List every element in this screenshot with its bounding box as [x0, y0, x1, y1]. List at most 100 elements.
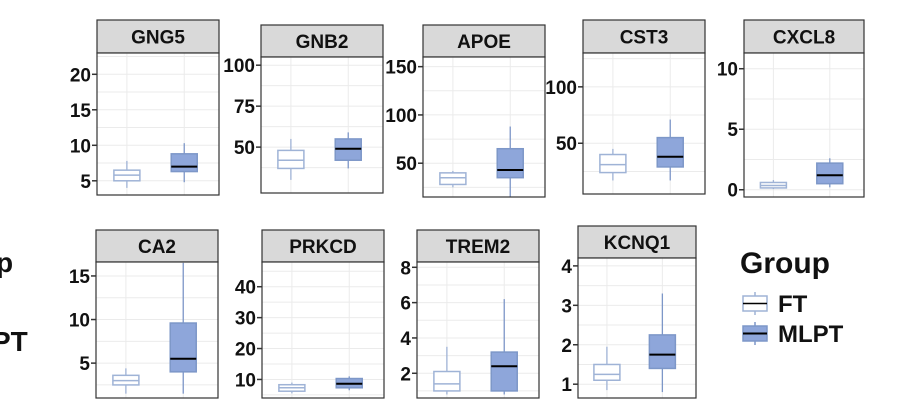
ytick-label-cst3: 50 [556, 134, 577, 155]
ytick-label-gng5: 5 [80, 172, 91, 193]
box-gnb2-ft [277, 138, 305, 180]
edge-label-top: p [0, 247, 13, 278]
ytick-label-prkcd: 30 [235, 309, 256, 330]
strip-label-cst3: CST3 [620, 28, 669, 49]
strip-prkcd [261, 229, 385, 263]
panel-cst3: CST3 50 100 [545, 19, 706, 195]
strip-label-prkcd: PRKCD [289, 237, 357, 258]
legend-title: Group [740, 247, 830, 280]
legend-key-ft [742, 292, 768, 315]
plot-bg-cxcl8 [744, 53, 864, 197]
panel-ca2: CA2 5 10 15 [69, 229, 219, 399]
legend: Group FT MLPT [740, 247, 844, 348]
panel-apoe: APOE 50 100 150 [385, 24, 546, 198]
ytick-label-gng5: 10 [70, 136, 91, 157]
panel-frame-ca2 [95, 261, 219, 399]
panel-gnb2: GNB2 50 75 100 [223, 24, 384, 194]
box-apoe-ft [439, 170, 467, 188]
ytick-label-kcnq1: 1 [561, 375, 572, 396]
ytick-label-cxcl8: 5 [727, 120, 738, 141]
box-iqr [170, 153, 198, 173]
strip-label-cxcl8: CXCL8 [773, 28, 835, 49]
ytick-label-prkcd: 40 [235, 278, 256, 299]
gridlines-gng5 [97, 53, 219, 195]
ytick-label-trem2: 6 [400, 294, 411, 315]
ytick-label-cxcl8: 0 [727, 181, 738, 202]
box-kcnq1-mlpt [648, 293, 677, 393]
panel-gng5: GNG5 5 10 15 20 [70, 19, 220, 196]
panel-frame-cxcl8 [743, 52, 865, 198]
gridlines-kcnq1 [578, 258, 696, 398]
strip-apoe [422, 24, 546, 58]
box-gnb2-mlpt [334, 132, 362, 169]
ytick-label-trem2: 2 [400, 364, 411, 385]
panel-frame-apoe [422, 56, 546, 198]
ytick-label-cxcl8: 10 [717, 60, 738, 81]
box-apoe-mlpt [496, 126, 524, 197]
box-trem2-mlpt [490, 299, 518, 395]
ytick-label-apoe: 150 [385, 58, 417, 79]
box-gng5-mlpt [170, 143, 198, 183]
box-kcnq1-ft [593, 346, 621, 391]
box-iqr [656, 136, 684, 168]
ytick-label-kcnq1: 2 [561, 336, 572, 357]
panel-frame-cst3 [582, 52, 706, 195]
box-iqr [169, 322, 197, 373]
strip-label-apoe: APOE [457, 32, 511, 53]
box-iqr [490, 351, 518, 392]
box-iqr [816, 162, 844, 185]
legend-label-ft: FT [778, 291, 808, 318]
ytick-label-apoe: 100 [385, 106, 417, 127]
panel-prkcd: PRKCD 10 20 30 40 [235, 229, 385, 399]
legend-key-mlpt [742, 322, 768, 345]
ytick-label-gnb2: 100 [223, 56, 255, 77]
panel-frame-gng5 [96, 52, 220, 196]
strip-ca2 [95, 229, 219, 263]
box-iqr [439, 172, 467, 186]
strip-cst3 [582, 19, 706, 54]
panel-frame-trem2 [416, 261, 540, 399]
strip-label-gnb2: GNB2 [296, 32, 349, 53]
strip-cxcl8 [743, 19, 865, 54]
ytick-label-kcnq1: 3 [561, 296, 572, 317]
strip-label-gng5: GNG5 [131, 28, 185, 49]
box-iqr [277, 149, 305, 170]
strip-gng5 [96, 19, 220, 54]
box-cst3-mlpt [656, 119, 684, 181]
strip-label-kcnq1: KCNQ1 [604, 233, 671, 254]
box-prkcd-mlpt [335, 376, 363, 391]
panel-cxcl8: CXCL8 0 5 10 [717, 19, 865, 202]
panel-frame-prkcd [261, 261, 385, 399]
box-trem2-ft [433, 346, 461, 395]
ytick-label-prkcd: 10 [235, 370, 256, 391]
ytick-label-gng5: 20 [70, 65, 91, 86]
box-iqr [433, 370, 461, 392]
ytick-label-gnb2: 50 [234, 138, 255, 159]
ytick-label-gnb2: 75 [234, 97, 256, 118]
edge-label-bottom: PT [0, 326, 28, 357]
strip-label-trem2: TREM2 [446, 237, 510, 258]
legend-label-mlpt: MLPT [778, 321, 844, 348]
strip-kcnq1 [577, 225, 697, 259]
box-ca2-mlpt [169, 262, 197, 394]
panel-frame-kcnq1 [577, 257, 697, 399]
ytick-label-ca2: 5 [79, 354, 90, 375]
ytick-label-cst3: 100 [545, 78, 577, 99]
box-cxcl8-ft [759, 180, 788, 190]
ytick-label-trem2: 4 [400, 329, 411, 350]
ytick-label-gng5: 15 [70, 101, 92, 122]
ytick-label-ca2: 10 [69, 311, 90, 332]
plot-bg-prkcd [262, 262, 384, 398]
ytick-label-trem2: 8 [400, 258, 411, 279]
box-cst3-ft [599, 148, 627, 181]
ytick-label-prkcd: 20 [235, 340, 256, 361]
strip-label-ca2: CA2 [138, 237, 176, 258]
box-iqr [599, 153, 627, 174]
strip-trem2 [416, 229, 540, 263]
box-iqr [648, 334, 677, 370]
ytick-label-kcnq1: 4 [561, 257, 572, 278]
facet-panels: GNG55101520GNB25075100APOE50100150CST350… [69, 19, 865, 399]
plot-bg-gnb2 [261, 57, 383, 193]
box-cxcl8-mlpt [816, 158, 844, 188]
